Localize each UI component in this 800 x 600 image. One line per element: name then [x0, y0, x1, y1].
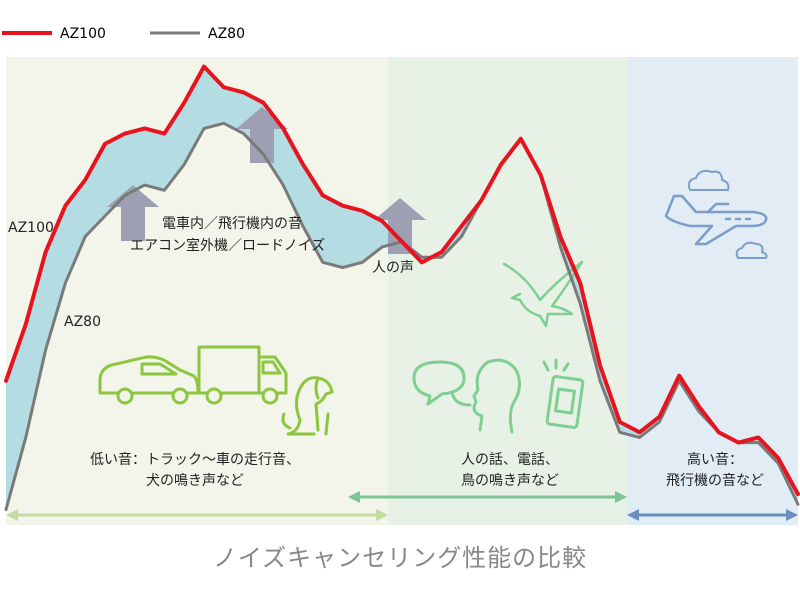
high-zone-caption-line-2: 飛行機の音など [666, 473, 764, 489]
smartphone-icon [542, 358, 585, 429]
dog-icon [281, 376, 334, 436]
chart-title: ノイズキャンセリング性能の比較 [212, 544, 588, 572]
speaking-head-icon [472, 358, 521, 434]
legend-label-az100: AZ100 [60, 26, 106, 42]
zone-range-head-2-1 [786, 509, 798, 521]
zone-range-head-1-1 [615, 491, 627, 503]
low-zone-caption-line-1: 低い音：トラック〜車の走行音、 [90, 452, 300, 468]
zone-range-arrows [6, 491, 798, 521]
cloud-icon [687, 169, 768, 259]
low-source-line-2: エアコン室外機／ロードノイズ [130, 238, 326, 254]
bird-icon [502, 260, 584, 328]
mid-zone-caption-line-1: 人の話、電話、 [461, 452, 559, 468]
mid-zone-caption: 人の話、電話、 鳥の鳴き声など [400, 450, 620, 492]
truck-icon [197, 345, 288, 405]
zone-range-head-0-1 [376, 509, 388, 521]
legend-label-az80: AZ80 [208, 26, 245, 42]
zone-bg-1 [388, 57, 627, 525]
zone-range-head-1-0 [348, 491, 360, 503]
high-zone-caption-line-1: 高い音： [687, 452, 743, 468]
mid-zone-caption-line-2: 鳥の鳴き声など [461, 473, 559, 489]
zone-range-head-0-0 [6, 509, 18, 521]
low-zone-caption-line-2: 犬の鳴き声など [146, 473, 244, 489]
high-zone-caption: 高い音： 飛行機の音など [640, 450, 790, 492]
low-source-line-1: 電車内／飛行機内の音 [162, 216, 302, 232]
speech-bubbles-icon [412, 360, 472, 407]
az100-line [4, 64, 800, 497]
az80-curve-label: AZ80 [64, 314, 101, 330]
low-zone-caption: 低い音：トラック〜車の走行音、 犬の鳴き声など [60, 450, 330, 492]
airplane-icon [664, 194, 768, 246]
az100-curve-label: AZ100 [8, 220, 54, 236]
voice-label: 人の声 [372, 260, 414, 276]
car-icon [98, 355, 200, 405]
up-arrow-2 [374, 198, 426, 254]
zone-range-head-2-0 [627, 509, 639, 521]
